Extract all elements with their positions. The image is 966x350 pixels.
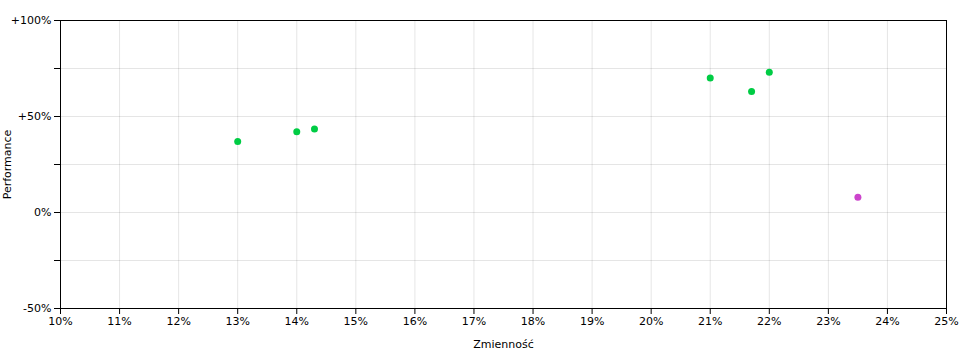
svg-text:15%: 15% <box>344 315 368 328</box>
svg-text:25%: 25% <box>934 315 958 328</box>
svg-text:Zmienność: Zmienność <box>473 338 534 350</box>
svg-text:21%: 21% <box>698 315 722 328</box>
svg-text:Performance: Performance <box>1 129 14 199</box>
svg-text:-50%: -50% <box>23 302 51 315</box>
svg-text:20%: 20% <box>639 315 663 328</box>
svg-text:22%: 22% <box>757 315 781 328</box>
svg-text:13%: 13% <box>225 315 249 328</box>
svg-text:11%: 11% <box>107 315 131 328</box>
svg-text:0%: 0% <box>34 206 51 219</box>
svg-text:17%: 17% <box>462 315 486 328</box>
svg-text:12%: 12% <box>166 315 190 328</box>
svg-text:18%: 18% <box>521 315 545 328</box>
svg-text:14%: 14% <box>285 315 309 328</box>
svg-text:19%: 19% <box>580 315 604 328</box>
svg-text:+100%: +100% <box>11 14 52 27</box>
svg-text:+50%: +50% <box>18 110 52 123</box>
svg-text:23%: 23% <box>816 315 840 328</box>
svg-text:24%: 24% <box>875 315 899 328</box>
svg-text:10%: 10% <box>48 315 72 328</box>
svg-text:16%: 16% <box>403 315 427 328</box>
